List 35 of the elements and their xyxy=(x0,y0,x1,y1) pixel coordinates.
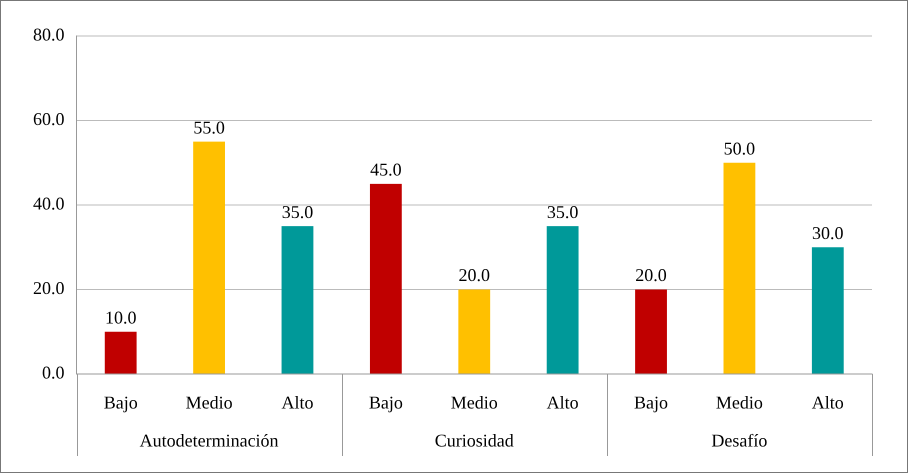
x-tick-label: Autodeterminación xyxy=(140,430,279,451)
y-tick-label: 80.0 xyxy=(33,24,64,45)
data-label: 20.0 xyxy=(635,265,667,286)
bar xyxy=(370,184,402,374)
text: Bajo xyxy=(104,392,138,413)
bar xyxy=(282,226,314,374)
bar xyxy=(104,332,137,374)
bar xyxy=(724,162,756,374)
bar xyxy=(193,142,225,374)
series-label: Bajo xyxy=(634,392,668,413)
y-tick-label: 40.0 xyxy=(33,194,64,214)
series-label: Medio xyxy=(716,392,763,413)
x-tick-label: Curiosidad xyxy=(434,430,514,451)
text: Medio xyxy=(450,392,498,413)
bar xyxy=(546,226,579,374)
series-label: Alto xyxy=(281,392,314,413)
x-tick-label: Desafío xyxy=(711,430,768,451)
y-tick-label: 20.0 xyxy=(33,278,64,298)
data-label: 55.0 xyxy=(193,117,225,138)
data-label: 20.0 xyxy=(458,265,490,286)
data-label: 35.0 xyxy=(546,202,578,222)
data-label: 45.0 xyxy=(370,160,402,180)
data-label: 10.0 xyxy=(104,307,136,328)
bar xyxy=(458,290,490,374)
text: Bajo xyxy=(368,392,403,413)
data-label: 35.0 xyxy=(282,202,314,222)
text: Alto xyxy=(812,392,844,413)
data-label: 30.0 xyxy=(812,222,844,243)
text: Alto xyxy=(546,392,579,413)
text: Medio xyxy=(186,392,233,413)
bar xyxy=(635,290,667,374)
data-label: 50.0 xyxy=(724,138,756,158)
y-tick-label: 60.0 xyxy=(33,109,64,130)
y-tick-label: 0.0 xyxy=(42,362,64,383)
bar xyxy=(812,247,844,374)
